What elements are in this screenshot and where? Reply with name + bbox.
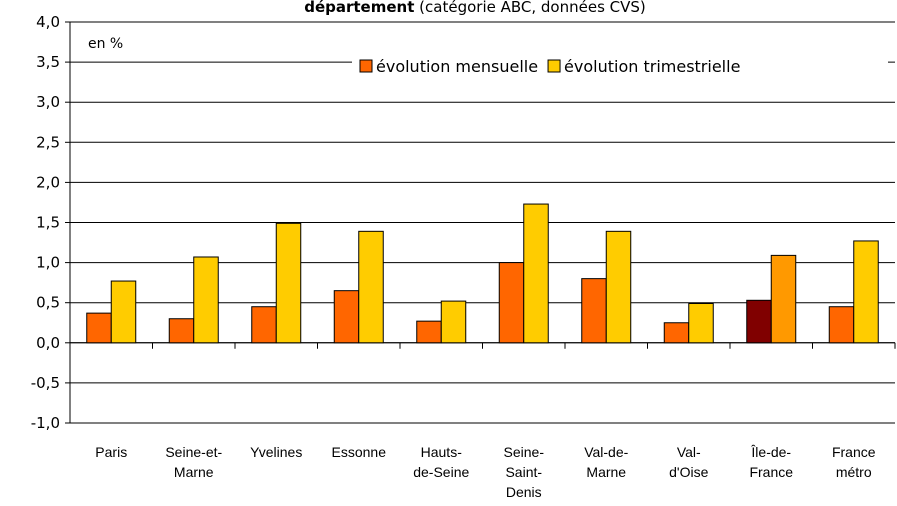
legend-box [352, 52, 888, 78]
x-tick-label: France métro [832, 444, 876, 480]
bar [275, 222, 302, 344]
x-tick-label-line: Marne [586, 464, 626, 480]
x-tick-label-line: Val- [677, 444, 701, 460]
bar [605, 230, 632, 344]
x-tick-label-line: Paris [95, 444, 127, 460]
x-tick-label: Paris [95, 444, 127, 460]
bar [416, 320, 442, 344]
legend-swatch [547, 59, 561, 73]
x-tick-label-line: Yvelines [250, 444, 302, 460]
x-tick-label: Hauts-de-Seine [413, 444, 469, 480]
x-tick-label-line: Denis [506, 484, 542, 500]
x-tick-label-line: France [832, 444, 876, 460]
y-tick-label: 2,0 [36, 173, 60, 191]
x-tick-label-line: Seine-et- [165, 444, 222, 460]
y-tick-label: 0,0 [36, 334, 60, 352]
y-tick-label: 1,0 [36, 254, 60, 272]
y-tick-label: 3,5 [36, 53, 60, 71]
x-tick-label: Yvelines [250, 444, 302, 460]
bar [498, 262, 525, 344]
title-rest: (catégorie ABC, données CVS) [419, 0, 646, 16]
x-tick-label-line: Hauts- [421, 444, 463, 460]
bar [746, 299, 772, 344]
bar [523, 203, 549, 344]
title-bold: département [304, 0, 414, 16]
y-tick-label: -1,0 [31, 414, 60, 432]
y-tick-label: 1,5 [36, 214, 60, 232]
annotation: en % [88, 36, 123, 52]
bar [688, 303, 714, 344]
x-tick-label: Val-de- Marne [584, 444, 628, 480]
x-tick-label-line: Marne [174, 464, 214, 480]
x-tick-label: Seine- Saint- Denis [504, 444, 545, 500]
bar [358, 230, 384, 344]
bar [251, 306, 277, 344]
x-tick-label-line: d'Oise [669, 464, 708, 480]
x-tick-label-line: métro [836, 464, 872, 480]
x-tick-label-line: Île-de- [750, 444, 791, 460]
y-tick-label: 0,5 [36, 294, 60, 312]
x-tick-label: Essonne [332, 444, 387, 460]
y-tick-label: -0,5 [31, 374, 60, 392]
bar [333, 290, 360, 344]
y-tick-label: 2,5 [36, 133, 60, 151]
bar [168, 318, 195, 344]
bar [110, 280, 137, 344]
legend-swatch [359, 59, 373, 73]
bar [440, 300, 467, 344]
y-tick-label: 4,0 [36, 13, 60, 31]
legend-label: évolution mensuelle [376, 57, 538, 76]
bar [828, 306, 855, 344]
x-tick-label-line: Val-de- [584, 444, 628, 460]
bar [86, 312, 112, 344]
x-tick-label: Seine-et- Marne [165, 444, 222, 480]
x-tick-label-line: de-Seine [413, 464, 469, 480]
x-tick-label-line: Essonne [332, 444, 387, 460]
y-tick-label: 3,0 [36, 93, 60, 111]
chart-title: département (catégorie ABC, données CVS) [304, 0, 646, 16]
x-tick-label-line: Seine- [504, 444, 545, 460]
x-tick-label: Île-de- France [749, 444, 793, 480]
bar [581, 278, 607, 344]
x-tick-label-line: Saint- [505, 464, 542, 480]
bar [770, 254, 797, 344]
x-tick-label-line: France [749, 464, 793, 480]
bar [193, 256, 219, 344]
bar [853, 240, 879, 344]
bar [663, 322, 690, 344]
legend-label: évolution trimestrielle [564, 57, 740, 76]
x-tick-label: Val-d'Oise [669, 444, 708, 480]
